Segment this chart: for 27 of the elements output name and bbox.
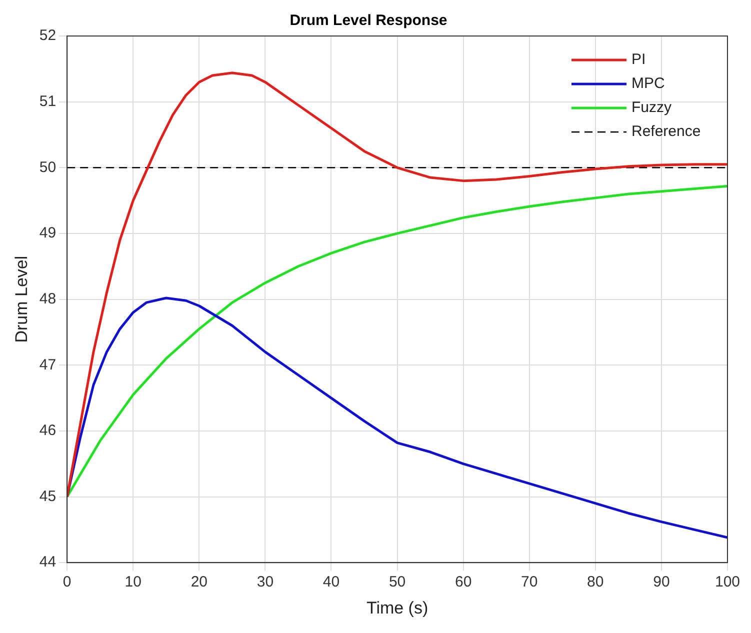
x-tick-label: 20 xyxy=(190,574,208,591)
y-tick-label: 44 xyxy=(39,554,56,571)
legend-label: PI xyxy=(631,51,646,68)
y-tick-label: 48 xyxy=(39,290,56,308)
x-tick-label: 0 xyxy=(62,574,72,591)
x-axis-title: Time (s) xyxy=(366,598,428,618)
chart-title: Drum Level Response xyxy=(290,12,448,30)
y-tick-label: 51 xyxy=(39,92,56,110)
x-tick-label: 70 xyxy=(521,574,538,591)
x-tick-label: 40 xyxy=(322,574,340,591)
y-tick-label: 45 xyxy=(39,488,56,505)
x-tick-label: 90 xyxy=(653,574,670,591)
y-tick-label: 50 xyxy=(39,158,56,176)
x-tick-label: 100 xyxy=(714,574,740,591)
legend-label: MPC xyxy=(631,75,665,92)
y-tick-label: 49 xyxy=(39,224,56,242)
y-tick-label: 46 xyxy=(39,422,56,440)
x-tick-label: 10 xyxy=(124,574,142,591)
y-axis-title: Drum Level xyxy=(12,256,31,343)
x-tick-label: 50 xyxy=(388,574,406,591)
legend-label: Fuzzy xyxy=(631,99,672,116)
y-tick-label: 52 xyxy=(39,27,56,44)
x-tick-label: 60 xyxy=(454,574,472,591)
y-tick-label: 47 xyxy=(39,356,56,374)
x-tick-label: 30 xyxy=(256,574,274,591)
x-tick-label: 80 xyxy=(587,574,604,591)
legend-label: Reference xyxy=(631,123,701,140)
